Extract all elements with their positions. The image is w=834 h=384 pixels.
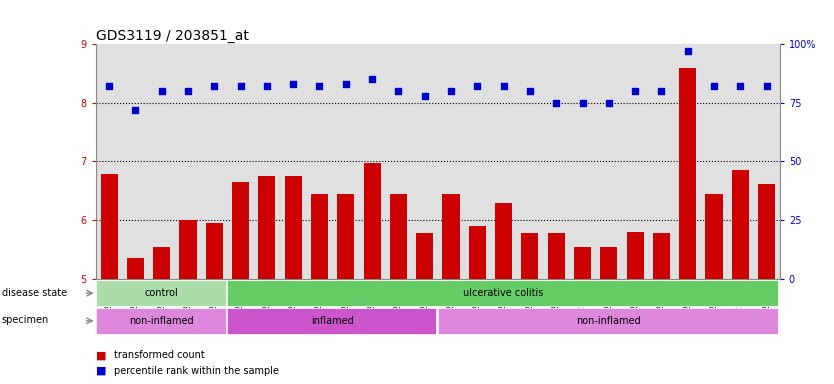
Bar: [228, 308, 436, 334]
Point: [128, 107, 142, 113]
Bar: [758, 184, 775, 279]
Text: ■: ■: [96, 366, 107, 376]
Point: [602, 100, 615, 106]
Bar: [337, 194, 354, 279]
Point: [734, 83, 747, 89]
Bar: [731, 170, 749, 279]
Bar: [96, 308, 226, 334]
Point: [550, 100, 563, 106]
Text: GDS3119 / 203851_at: GDS3119 / 203851_at: [96, 29, 249, 43]
Bar: [416, 233, 433, 279]
Point: [208, 83, 221, 89]
Bar: [179, 220, 197, 279]
Point: [470, 83, 484, 89]
Bar: [438, 308, 778, 334]
Bar: [389, 194, 407, 279]
Bar: [228, 280, 778, 306]
Bar: [443, 194, 460, 279]
Bar: [96, 280, 226, 306]
Point: [575, 100, 589, 106]
Text: non-inflamed: non-inflamed: [576, 316, 641, 326]
Text: percentile rank within the sample: percentile rank within the sample: [114, 366, 279, 376]
Point: [339, 81, 353, 87]
Point: [287, 81, 300, 87]
Point: [155, 88, 168, 94]
Text: transformed count: transformed count: [114, 350, 205, 360]
Text: ■: ■: [96, 350, 107, 360]
Bar: [626, 232, 644, 279]
Point: [260, 83, 274, 89]
Text: non-inflamed: non-inflamed: [129, 316, 194, 326]
Bar: [232, 182, 249, 279]
Bar: [600, 247, 617, 279]
Text: inflamed: inflamed: [311, 316, 354, 326]
Point: [707, 83, 721, 89]
Bar: [706, 194, 722, 279]
Bar: [679, 68, 696, 279]
Bar: [495, 202, 512, 279]
Point: [365, 76, 379, 83]
Bar: [364, 163, 380, 279]
Bar: [469, 226, 486, 279]
Bar: [284, 176, 302, 279]
Bar: [574, 247, 591, 279]
Bar: [206, 223, 223, 279]
Text: disease state: disease state: [2, 288, 67, 298]
Bar: [127, 258, 144, 279]
Bar: [548, 233, 565, 279]
Bar: [101, 174, 118, 279]
Point: [392, 88, 405, 94]
Point: [655, 88, 668, 94]
Point: [234, 83, 247, 89]
Point: [103, 83, 116, 89]
Point: [523, 88, 536, 94]
Bar: [653, 233, 670, 279]
Bar: [311, 194, 328, 279]
Text: specimen: specimen: [2, 315, 49, 325]
Point: [629, 88, 642, 94]
Point: [681, 48, 695, 54]
Bar: [153, 247, 170, 279]
Text: control: control: [145, 288, 178, 298]
Point: [181, 88, 194, 94]
Point: [313, 83, 326, 89]
Point: [497, 83, 510, 89]
Bar: [259, 176, 275, 279]
Point: [418, 93, 431, 99]
Bar: [521, 233, 539, 279]
Point: [445, 88, 458, 94]
Text: ulcerative colitis: ulcerative colitis: [464, 288, 544, 298]
Point: [760, 83, 773, 89]
